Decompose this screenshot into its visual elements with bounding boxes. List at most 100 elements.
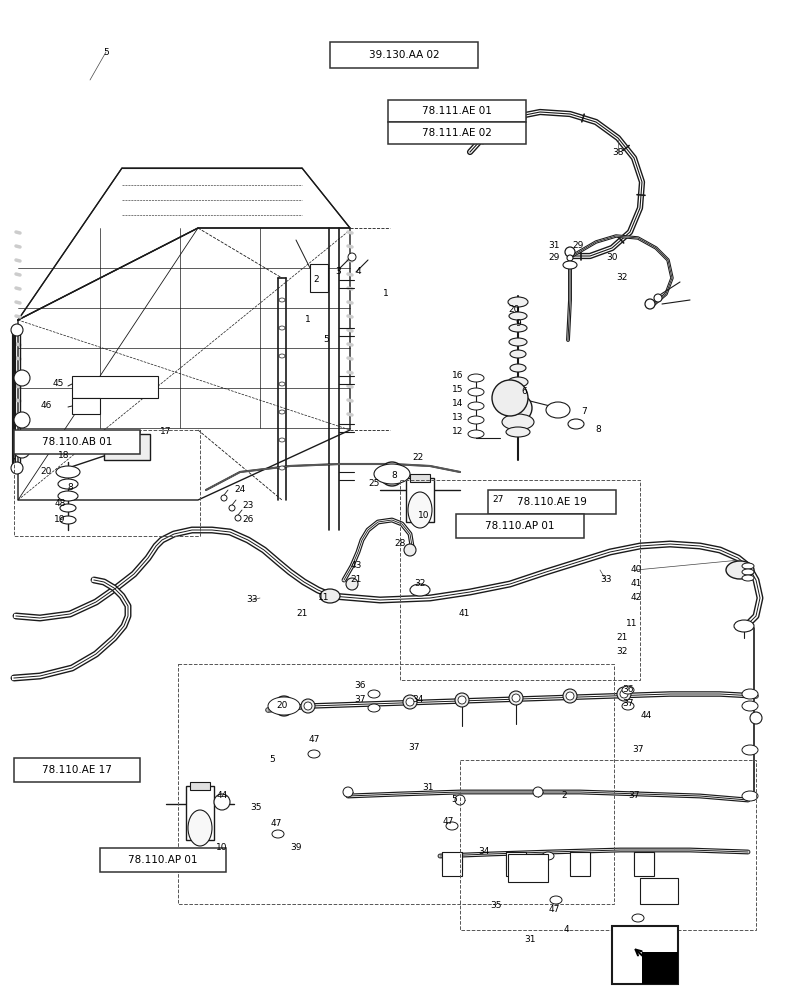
Bar [611,926,677,984]
Bar [505,852,526,876]
Ellipse shape [279,298,285,302]
Circle shape [273,696,294,716]
Ellipse shape [188,810,212,846]
Bar [410,474,430,482]
Ellipse shape [58,479,78,489]
Text: 28: 28 [394,540,406,548]
Circle shape [749,712,761,724]
Text: 31: 31 [547,241,559,250]
Ellipse shape [407,492,431,528]
Bar [456,514,583,538]
Text: 12: 12 [452,428,463,436]
Text: 35: 35 [490,901,501,910]
Circle shape [532,787,543,797]
Circle shape [616,687,630,701]
Ellipse shape [467,388,483,396]
Text: 43: 43 [350,562,361,570]
Text: 39.130.AA 02: 39.130.AA 02 [368,50,439,60]
Circle shape [234,515,241,521]
Bar [569,852,590,876]
Circle shape [404,544,415,556]
Text: 21: 21 [616,634,627,643]
Text: 37: 37 [354,696,365,704]
Bar [406,478,433,522]
Text: 41: 41 [457,609,469,618]
Ellipse shape [741,563,753,569]
Text: 11: 11 [625,619,637,629]
Text: 36: 36 [621,686,633,694]
Ellipse shape [279,438,285,442]
Text: 37: 37 [621,700,633,708]
Ellipse shape [56,466,80,478]
Text: 5: 5 [323,336,328,344]
Ellipse shape [272,830,284,838]
Ellipse shape [541,852,553,860]
Bar [388,100,526,122]
Text: 47: 47 [270,819,281,828]
Bar [186,786,214,840]
Ellipse shape [509,350,526,358]
Text: 47: 47 [442,817,453,826]
Text: 8: 8 [594,426,600,434]
Text: 8: 8 [391,472,397,481]
Ellipse shape [741,791,757,801]
Ellipse shape [508,338,526,346]
Ellipse shape [733,620,753,632]
Circle shape [380,462,404,486]
Text: 44: 44 [216,791,227,800]
Text: 15: 15 [452,385,463,394]
Circle shape [565,692,573,700]
Bar [14,430,139,454]
Text: 19: 19 [54,516,66,524]
Text: 78.110.AE 17: 78.110.AE 17 [42,765,112,775]
Circle shape [348,253,355,261]
Ellipse shape [467,374,483,382]
Bar [508,854,547,882]
Circle shape [11,324,23,336]
Text: 39: 39 [290,843,302,852]
Text: 11: 11 [318,593,329,602]
Text: 5: 5 [268,756,275,764]
Ellipse shape [508,324,526,332]
Text: 78.111.AE 02: 78.111.AE 02 [422,128,491,138]
Text: 17: 17 [160,428,172,436]
Text: 32: 32 [616,273,627,282]
Ellipse shape [60,516,76,524]
Ellipse shape [741,569,753,575]
Circle shape [508,691,522,705]
Circle shape [406,698,414,706]
Text: 10: 10 [418,512,429,520]
Text: 20: 20 [276,702,287,710]
Ellipse shape [60,504,76,512]
Ellipse shape [279,410,285,414]
Text: 20: 20 [508,306,519,314]
Text: 13: 13 [452,414,463,422]
Bar [190,782,210,790]
Ellipse shape [320,589,340,603]
Ellipse shape [568,419,583,429]
Ellipse shape [509,364,526,372]
Ellipse shape [508,312,526,320]
Text: 78.110.AP 01: 78.110.AP 01 [485,521,554,531]
Ellipse shape [410,584,430,596]
Text: 20: 20 [41,468,52,477]
Text: 25: 25 [368,480,380,488]
Ellipse shape [562,261,577,269]
Bar [72,398,100,414]
Ellipse shape [374,464,410,484]
Bar [14,430,200,536]
Text: 32: 32 [414,580,425,588]
Circle shape [457,696,466,704]
Bar [400,480,639,680]
Text: 34: 34 [478,847,489,856]
Text: 78.110.AE 19: 78.110.AE 19 [517,497,586,507]
Bar [100,848,225,872]
Circle shape [504,394,531,422]
Text: 23: 23 [242,502,253,510]
Text: 32: 32 [616,648,627,656]
Text: 18: 18 [58,452,70,460]
Text: 78.110.AB 01: 78.110.AB 01 [41,437,112,447]
Bar [104,434,150,460]
Ellipse shape [501,414,534,430]
Ellipse shape [279,326,285,330]
